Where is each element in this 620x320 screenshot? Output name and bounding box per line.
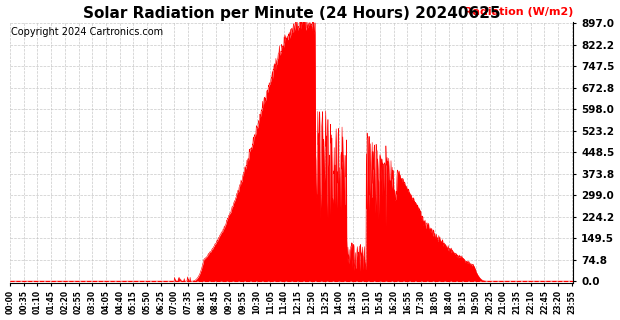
Title: Solar Radiation per Minute (24 Hours) 20240625: Solar Radiation per Minute (24 Hours) 20…	[83, 5, 500, 20]
Text: Radiation (W/m2): Radiation (W/m2)	[464, 6, 574, 17]
Text: Copyright 2024 Cartronics.com: Copyright 2024 Cartronics.com	[11, 27, 163, 37]
